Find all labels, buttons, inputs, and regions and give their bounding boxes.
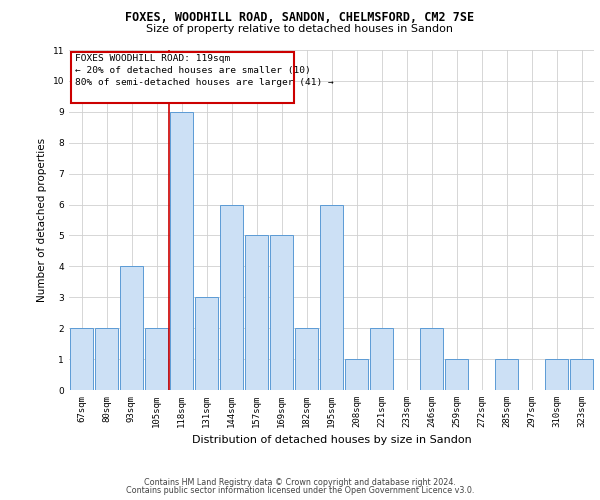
Bar [344,359,368,390]
Bar [295,328,319,390]
Bar [370,328,394,390]
Bar [569,359,593,390]
Bar [269,236,293,390]
Bar [494,359,518,390]
Bar [95,328,118,390]
Text: Contains HM Land Registry data © Crown copyright and database right 2024.: Contains HM Land Registry data © Crown c… [144,478,456,487]
Bar [320,204,343,390]
Text: Size of property relative to detached houses in Sandon: Size of property relative to detached ho… [146,24,454,34]
Bar [145,328,169,390]
Bar [71,52,293,102]
Bar [545,359,568,390]
Bar [445,359,469,390]
Bar [170,112,193,390]
Bar [245,236,268,390]
Text: FOXES WOODHILL ROAD: 119sqm
← 20% of detached houses are smaller (10)
80% of sem: FOXES WOODHILL ROAD: 119sqm ← 20% of det… [75,54,334,86]
Bar [70,328,94,390]
Y-axis label: Number of detached properties: Number of detached properties [37,138,47,302]
Text: FOXES, WOODHILL ROAD, SANDON, CHELMSFORD, CM2 7SE: FOXES, WOODHILL ROAD, SANDON, CHELMSFORD… [125,11,475,24]
Bar [419,328,443,390]
X-axis label: Distribution of detached houses by size in Sandon: Distribution of detached houses by size … [191,436,472,446]
Text: Contains public sector information licensed under the Open Government Licence v3: Contains public sector information licen… [126,486,474,495]
Bar [194,298,218,390]
Bar [220,204,244,390]
Bar [119,266,143,390]
